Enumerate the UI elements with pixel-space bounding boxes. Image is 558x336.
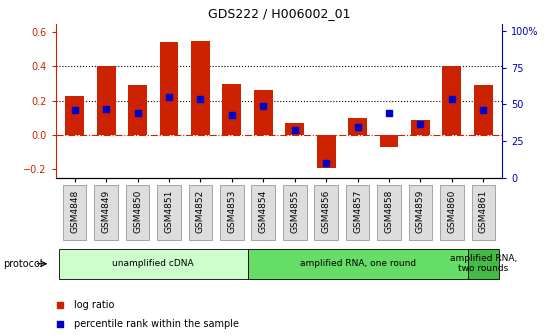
FancyBboxPatch shape — [94, 185, 118, 240]
Point — [165, 94, 174, 100]
Bar — [223, 84, 241, 135]
Bar — [65, 96, 84, 135]
Bar — [348, 118, 367, 135]
Point — [196, 96, 205, 101]
Bar — [442, 67, 461, 135]
Text: percentile rank within the sample: percentile rank within the sample — [74, 319, 239, 329]
Bar — [97, 67, 116, 135]
Text: GSM4850: GSM4850 — [133, 190, 142, 234]
Point — [133, 111, 142, 116]
Point — [290, 127, 299, 132]
FancyBboxPatch shape — [472, 185, 495, 240]
Bar — [191, 41, 210, 135]
Text: unamplified cDNA: unamplified cDNA — [113, 259, 194, 268]
Text: GSM4855: GSM4855 — [290, 190, 299, 234]
Bar — [379, 135, 398, 147]
Bar — [474, 85, 493, 135]
Text: GSM4857: GSM4857 — [353, 190, 362, 234]
Text: GSM4849: GSM4849 — [102, 190, 110, 233]
Point — [227, 112, 236, 118]
Text: GSM4853: GSM4853 — [227, 190, 237, 234]
Point — [322, 161, 331, 166]
FancyBboxPatch shape — [283, 185, 306, 240]
Text: amplified RNA, one round: amplified RNA, one round — [300, 259, 416, 268]
FancyBboxPatch shape — [252, 185, 275, 240]
Bar — [411, 120, 430, 135]
Point — [70, 108, 79, 113]
Bar — [285, 123, 304, 135]
Point — [479, 108, 488, 113]
FancyBboxPatch shape — [248, 249, 468, 279]
Point — [384, 111, 393, 116]
Point — [315, 203, 324, 208]
FancyBboxPatch shape — [346, 185, 369, 240]
Text: log ratio: log ratio — [74, 300, 114, 310]
FancyBboxPatch shape — [377, 185, 401, 240]
FancyBboxPatch shape — [126, 185, 150, 240]
Text: GDS222 / H006002_01: GDS222 / H006002_01 — [208, 7, 350, 20]
FancyBboxPatch shape — [59, 249, 248, 279]
Bar — [160, 42, 179, 135]
Text: GSM4854: GSM4854 — [259, 190, 268, 233]
Text: GSM4852: GSM4852 — [196, 190, 205, 233]
Bar — [128, 85, 147, 135]
Point — [259, 103, 268, 109]
Text: GSM4858: GSM4858 — [384, 190, 393, 234]
FancyBboxPatch shape — [440, 185, 464, 240]
Text: amplified RNA,
two rounds: amplified RNA, two rounds — [450, 254, 517, 274]
FancyBboxPatch shape — [63, 185, 86, 240]
Text: GSM4851: GSM4851 — [165, 190, 174, 234]
Text: GSM4848: GSM4848 — [70, 190, 79, 233]
FancyBboxPatch shape — [157, 185, 181, 240]
Text: GSM4860: GSM4860 — [448, 190, 456, 234]
FancyBboxPatch shape — [189, 185, 212, 240]
Text: GSM4861: GSM4861 — [479, 190, 488, 234]
Text: GSM4859: GSM4859 — [416, 190, 425, 234]
Point — [353, 124, 362, 129]
FancyBboxPatch shape — [314, 185, 338, 240]
Bar — [254, 90, 273, 135]
FancyBboxPatch shape — [468, 249, 499, 279]
Point — [315, 32, 324, 37]
Text: GSM4856: GSM4856 — [321, 190, 331, 234]
FancyBboxPatch shape — [220, 185, 244, 240]
Text: protocol: protocol — [3, 259, 42, 269]
Bar — [317, 135, 335, 168]
FancyBboxPatch shape — [408, 185, 432, 240]
Point — [102, 106, 110, 112]
Point — [416, 121, 425, 126]
Point — [448, 96, 456, 101]
